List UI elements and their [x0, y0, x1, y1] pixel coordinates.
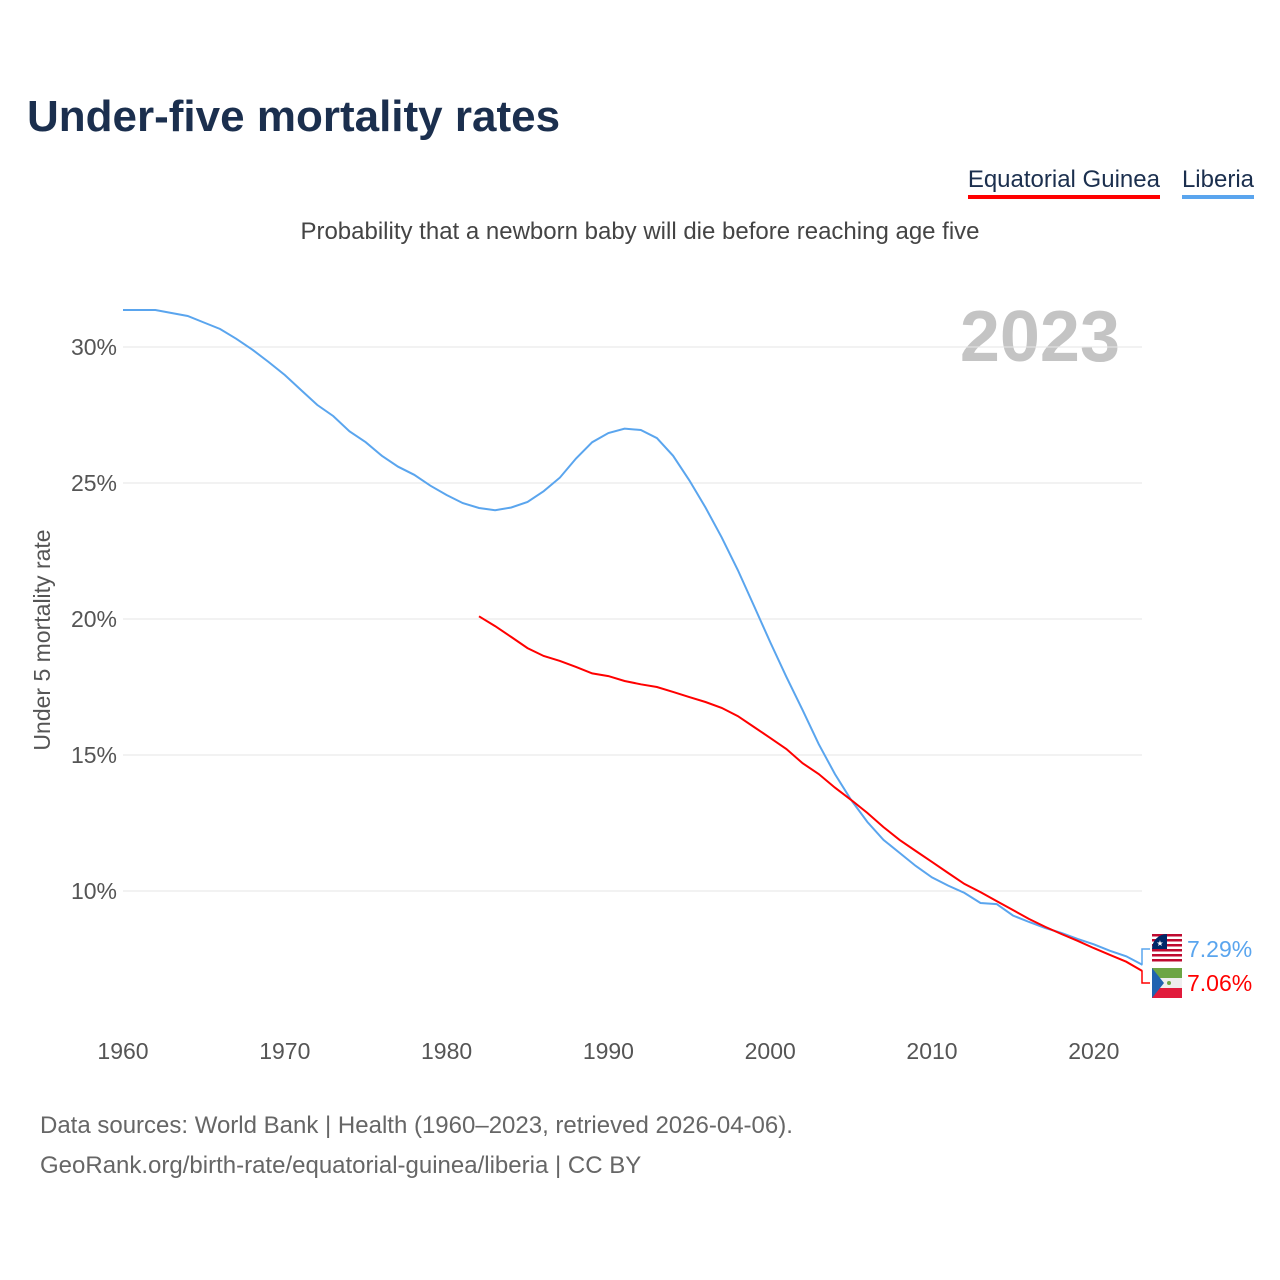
svg-text:★: ★ [1156, 939, 1163, 948]
y-tick-label: 25% [71, 470, 117, 496]
x-tick-label: 1960 [97, 1038, 148, 1064]
equatorial-guinea-flag-icon [1152, 968, 1182, 998]
y-tick-label: 10% [71, 878, 117, 904]
x-tick-label: 2010 [906, 1038, 957, 1064]
end-value-label: 7.06% [1187, 970, 1252, 996]
end-value-label: 7.29% [1187, 936, 1252, 962]
legend-liberia[interactable]: Liberia [1181, 166, 1254, 199]
chart-title: Under-five mortality rates [27, 92, 561, 141]
y-tick-label: 30% [71, 334, 117, 360]
x-tick-label: 1980 [421, 1038, 472, 1064]
y-tick-label: 15% [71, 742, 117, 768]
x-tick-label: 2000 [745, 1038, 796, 1064]
source-line-2[interactable]: GeoRank.org/birth-rate/equatorial-guinea… [40, 1152, 642, 1179]
series-line-liberia[interactable] [123, 309, 1143, 966]
y-tick-label: 20% [71, 606, 117, 632]
series-line-equatorial-guinea[interactable] [478, 615, 1143, 972]
chart-subtitle: Probability that a newborn baby will die… [300, 218, 980, 245]
source-note: Data sources: World Bank | Health (1960–… [40, 1106, 793, 1186]
end-connector [1141, 970, 1150, 984]
year-label: 2023 [960, 297, 1120, 377]
source-line-1: Data sources: World Bank | Health (1960–… [40, 1112, 793, 1139]
legend: Equatorial Guinea Liberia [967, 166, 1254, 199]
legend-equatorial-guinea[interactable]: Equatorial Guinea [967, 166, 1160, 199]
x-tick-label: 1970 [259, 1038, 310, 1064]
y-axis-label: Under 5 mortality rate [29, 529, 55, 750]
x-tick-label: 2020 [1068, 1038, 1119, 1064]
end-connector [1141, 948, 1150, 966]
x-tick-label: 1990 [583, 1038, 634, 1064]
liberia-flag-icon: ★ [1152, 934, 1182, 964]
